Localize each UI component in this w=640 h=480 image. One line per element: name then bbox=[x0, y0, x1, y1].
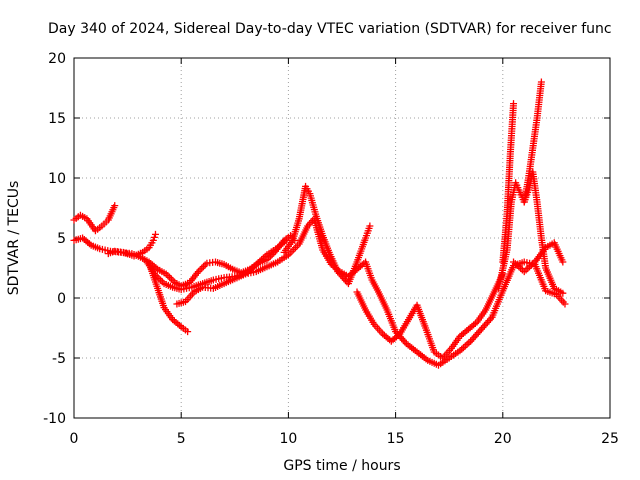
x-tick-label: 10 bbox=[279, 431, 297, 447]
data-point-interp bbox=[166, 273, 174, 281]
series-track-g bbox=[280, 182, 374, 288]
data-point bbox=[559, 289, 567, 297]
data-point-interp bbox=[167, 275, 175, 283]
x-tick-label: 5 bbox=[177, 431, 186, 447]
data-point-interp bbox=[463, 340, 471, 348]
series-track-k bbox=[520, 78, 545, 206]
y-axis-label: SDTVAR / TECUs bbox=[6, 181, 22, 296]
y-tick-label: 0 bbox=[57, 291, 66, 307]
data-point bbox=[559, 258, 567, 266]
data-points bbox=[70, 78, 569, 369]
y-tick-label: 10 bbox=[48, 171, 66, 187]
y-tick-label: 20 bbox=[48, 51, 66, 67]
data-point bbox=[537, 78, 545, 86]
data-point bbox=[111, 202, 119, 210]
x-axis-label: GPS time / hours bbox=[283, 458, 400, 474]
x-tick-label: 0 bbox=[70, 431, 79, 447]
chart-title: Day 340 of 2024, Sidereal Day-to-day VTE… bbox=[48, 21, 612, 37]
data-point-interp bbox=[459, 344, 467, 352]
data-point-interp bbox=[461, 342, 469, 350]
data-point bbox=[510, 100, 518, 108]
axis-ticks: 0 5 10 15 20 25 -10 -5 0 5 10 15 20 bbox=[43, 51, 619, 447]
data-point-interp bbox=[199, 263, 207, 271]
data-point-interp bbox=[196, 266, 204, 274]
y-tick-label: 15 bbox=[48, 111, 66, 127]
data-point bbox=[520, 268, 528, 276]
grid bbox=[74, 58, 610, 418]
data-point bbox=[282, 236, 290, 244]
x-tick-label: 15 bbox=[387, 431, 405, 447]
data-point bbox=[149, 236, 157, 244]
data-point-interp bbox=[150, 233, 158, 241]
data-point bbox=[151, 230, 159, 238]
data-point bbox=[561, 300, 569, 308]
y-tick-label: -10 bbox=[43, 411, 66, 427]
data-point-interp bbox=[522, 266, 530, 274]
x-tick-label: 20 bbox=[494, 431, 512, 447]
data-point bbox=[366, 222, 374, 230]
y-tick-label: 5 bbox=[57, 231, 66, 247]
data-point bbox=[184, 328, 192, 336]
series-track-f bbox=[173, 236, 290, 308]
series-track-l bbox=[510, 239, 567, 276]
series-track-e bbox=[147, 265, 192, 336]
series-track-c bbox=[70, 232, 299, 290]
y-tick-label: -5 bbox=[52, 351, 66, 367]
data-point-interp bbox=[524, 264, 532, 272]
series-track-j bbox=[499, 100, 518, 266]
data-point-interp bbox=[198, 264, 206, 272]
data-point-interp bbox=[465, 339, 473, 347]
x-tick-label: 25 bbox=[601, 431, 619, 447]
series-track-a bbox=[70, 202, 119, 235]
series-track-d bbox=[143, 215, 569, 369]
